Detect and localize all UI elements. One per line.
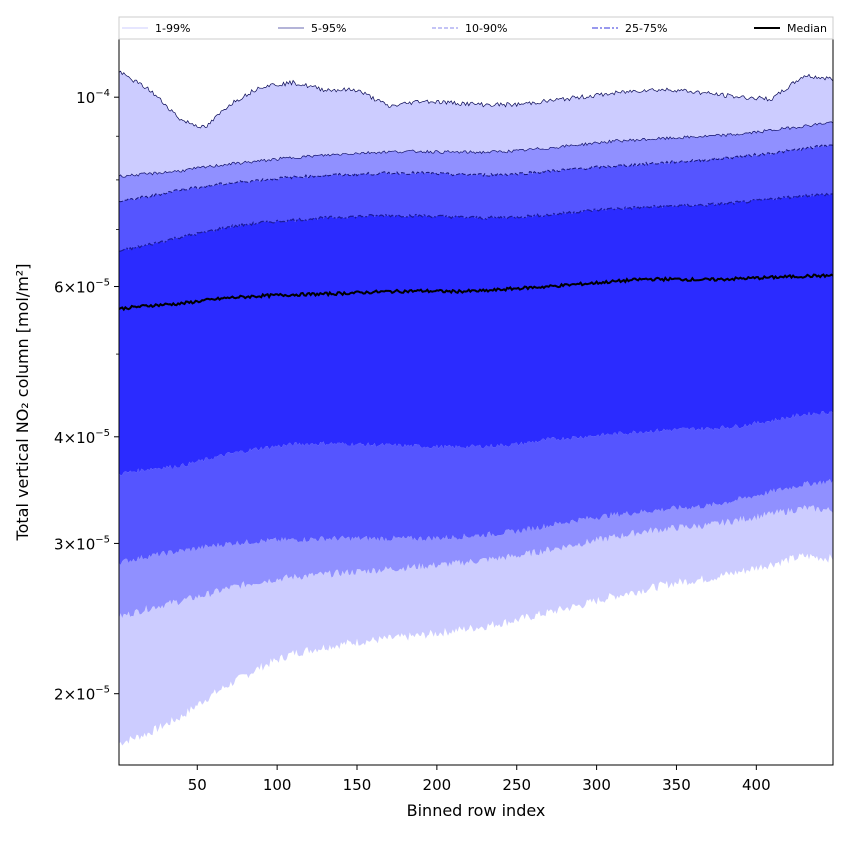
line-p95 <box>118 121 834 178</box>
legend-box <box>118 16 834 40</box>
x-tick-label: 50 <box>188 776 207 794</box>
y-axis: 2×10−5 3×10−5 4×10−5 6×10−5 10−4 <box>54 88 119 704</box>
y-tick-label: 10−4 <box>76 88 110 107</box>
line-p75 <box>118 192 834 252</box>
line-p99 <box>118 70 834 129</box>
x-tick-label: 100 <box>263 776 292 794</box>
y-tick-label: 2×10−5 <box>54 685 110 704</box>
x-tick-label: 250 <box>502 776 531 794</box>
legend: 1-99% 5-95% 10-90% 25-75% Median <box>118 16 834 40</box>
x-tick-label: 350 <box>662 776 691 794</box>
legend-label: 10-90% <box>465 22 507 35</box>
y-tick-label: 6×10−5 <box>54 278 110 297</box>
legend-label: 1-99% <box>155 22 190 35</box>
legend-label: Median <box>787 22 827 35</box>
percentile-lines <box>118 70 834 312</box>
legend-label: 25-75% <box>625 22 667 35</box>
band-95-99 <box>119 71 833 178</box>
band-90-95 <box>119 121 833 202</box>
band-1-5 <box>119 505 833 746</box>
y-tick-label: 3×10−5 <box>54 534 110 553</box>
x-axis: 50 100 150 200 250 300 350 400 <box>188 765 771 794</box>
y-tick-label: 4×10−5 <box>54 428 110 447</box>
band-50-75 <box>119 193 833 310</box>
band-25-50 <box>119 274 833 476</box>
line-median <box>118 273 834 312</box>
line-p90 <box>118 144 834 203</box>
x-tick-label: 200 <box>423 776 452 794</box>
band-75-90 <box>119 145 833 252</box>
band-10-25 <box>119 411 833 565</box>
x-tick-label: 150 <box>343 776 372 794</box>
x-axis-label: Binned row index <box>407 801 546 820</box>
y-axis-label: Total vertical NO₂ column [mol/m²] <box>13 264 32 542</box>
percentile-bands <box>119 71 833 746</box>
x-tick-label: 300 <box>582 776 611 794</box>
x-tick-label: 400 <box>742 776 771 794</box>
band-5-10 <box>119 478 833 619</box>
legend-label: 5-95% <box>311 22 346 35</box>
